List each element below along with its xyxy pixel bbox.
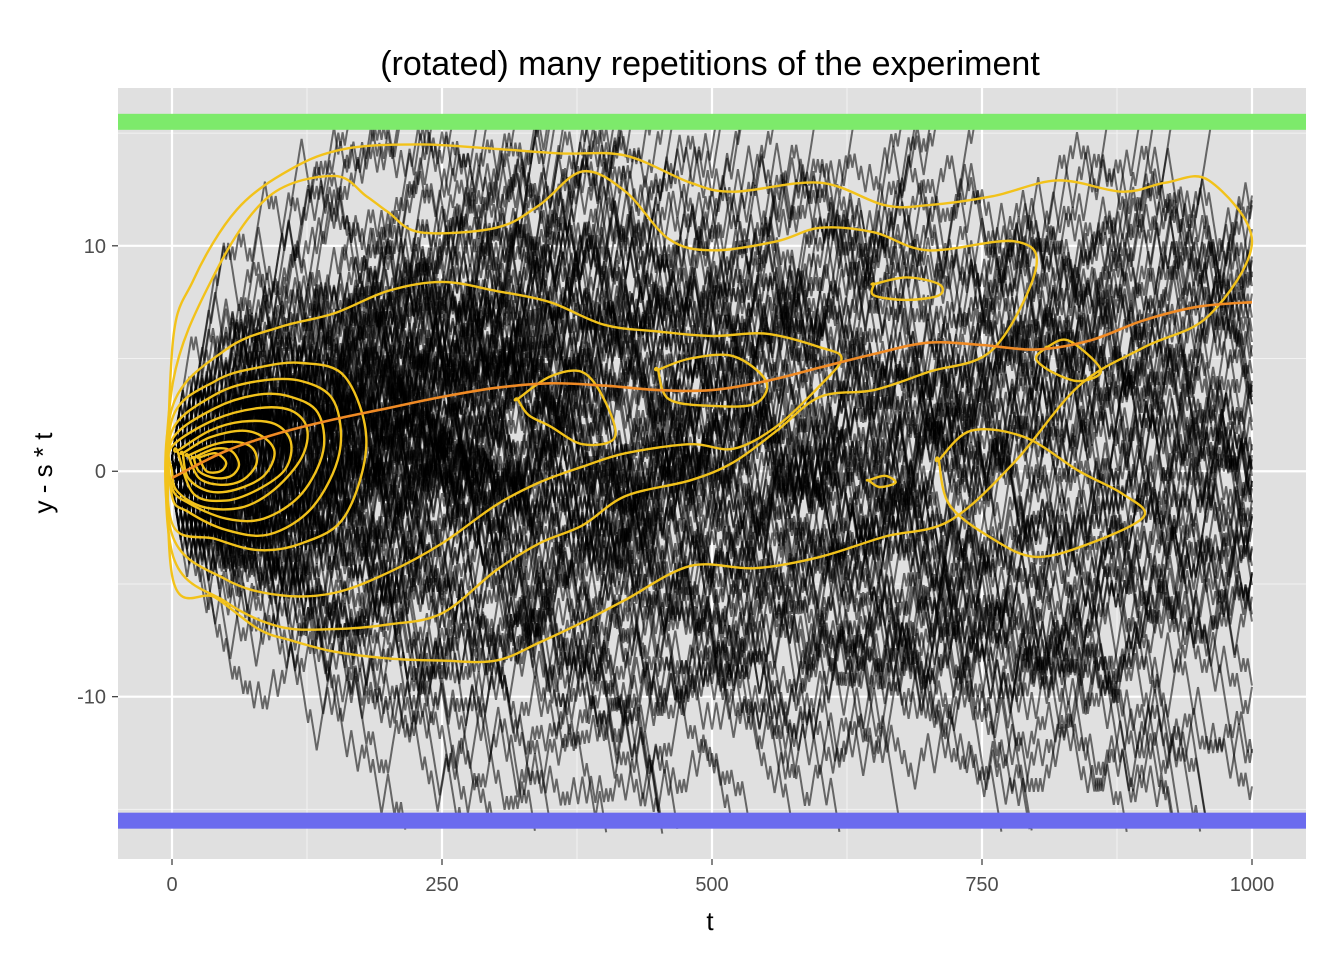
sample-path bbox=[171, 209, 1253, 554]
sample-path bbox=[171, 353, 1253, 776]
x-tick-label: 1000 bbox=[1230, 874, 1275, 896]
x-tick-label: 0 bbox=[166, 874, 177, 896]
chart-title: (rotated) many repetitions of the experi… bbox=[380, 45, 1040, 83]
contour-line bbox=[934, 428, 1147, 559]
x-tick-label: 750 bbox=[965, 874, 998, 896]
contour-line bbox=[166, 143, 1254, 664]
y-tick-label: 0 bbox=[95, 461, 106, 483]
x-tick-label: 500 bbox=[695, 874, 728, 896]
sample-path bbox=[171, 394, 1253, 656]
sample-path bbox=[171, 121, 623, 577]
contour-line bbox=[196, 451, 228, 474]
contour-line bbox=[166, 392, 326, 523]
contour-line bbox=[865, 474, 897, 489]
density-contours bbox=[164, 143, 1254, 664]
x-axis-title: t bbox=[706, 906, 714, 936]
contour-line bbox=[190, 447, 241, 480]
contour-line bbox=[164, 169, 1039, 631]
contour-line bbox=[166, 377, 343, 537]
sample-path bbox=[171, 121, 517, 510]
reference-band bbox=[118, 113, 1306, 130]
contour-line bbox=[513, 369, 617, 447]
sample-path bbox=[171, 153, 1253, 691]
smooth-trend-line bbox=[171, 300, 1253, 480]
x-tick-labels: 0 250 500 750 1000 bbox=[166, 874, 1274, 896]
y-tick-labels: -10 0 10 bbox=[77, 236, 106, 709]
y-axis-title: y - s * t bbox=[28, 432, 58, 514]
contour-line bbox=[164, 280, 843, 598]
reference-band bbox=[118, 812, 1306, 829]
contour-line bbox=[167, 406, 309, 511]
contour-line bbox=[653, 353, 769, 408]
contour-line bbox=[870, 276, 945, 302]
sample-path bbox=[171, 121, 1156, 709]
sample-path bbox=[171, 436, 664, 834]
y-tick-label: 10 bbox=[84, 236, 106, 258]
sample-path bbox=[171, 121, 918, 516]
simulation-paths bbox=[171, 120, 1253, 834]
reference-bands bbox=[118, 113, 1306, 829]
contour-line bbox=[173, 419, 293, 503]
x-tick-label: 250 bbox=[425, 874, 458, 896]
tick-marks bbox=[112, 245, 1253, 865]
sample-path bbox=[171, 121, 744, 486]
sample-path bbox=[171, 484, 1202, 832]
sample-path bbox=[171, 457, 407, 830]
smooth-line bbox=[171, 300, 1253, 480]
contour-line bbox=[165, 361, 368, 552]
y-tick-label: -10 bbox=[77, 687, 106, 709]
